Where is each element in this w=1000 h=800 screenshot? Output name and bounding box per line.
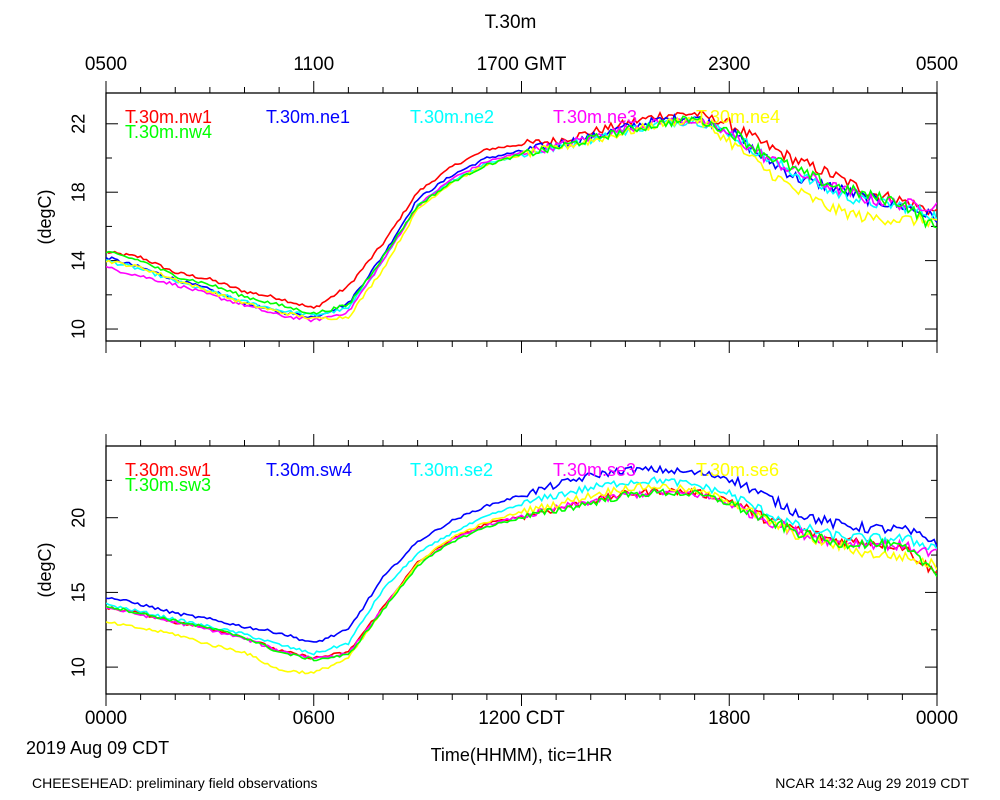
- top-tick-label: 1100: [293, 54, 334, 75]
- x-tick-label: 1200 CDT: [478, 708, 565, 729]
- top-tick-label: 0500: [916, 54, 958, 75]
- legend-entry: T.30m.ne3: [553, 107, 637, 127]
- x-tick-label: 0000: [85, 708, 127, 729]
- y-tick-label: 10: [69, 319, 89, 339]
- legend-entry: T.30m.ne2: [410, 107, 494, 127]
- legend-entry: T.30m.ne1: [266, 107, 350, 127]
- series-line-T-30m-se3: [106, 488, 937, 660]
- legend-entry: T.30m.se3: [553, 460, 636, 480]
- plot-frame-top: [105, 92, 938, 342]
- series-line-T-30m-ne2: [106, 116, 937, 317]
- legend-entry: T.30m.nw4: [125, 122, 212, 142]
- y-axis-label: (degC): [35, 189, 55, 244]
- series-line-T-30m-se2: [106, 476, 937, 656]
- top-tick-label: 1700 GMT: [477, 54, 567, 75]
- legend-entry: T.30m.se6: [696, 460, 779, 480]
- x-axis-label: Time(HHMM), tic=1HR: [430, 745, 613, 765]
- plot-frame-bottom: [105, 445, 938, 695]
- legend-entry: T.30m.nw1: [125, 107, 212, 127]
- x-tick-label: 1800: [708, 708, 750, 729]
- y-tick-label: 18: [69, 182, 89, 202]
- chart-title: T.30m: [484, 12, 537, 33]
- legend-entry: T.30m.ne4: [696, 107, 780, 127]
- legend-entry: T.30m.sw3: [125, 475, 211, 495]
- series-line-T-30m-sw4: [106, 464, 937, 643]
- y-tick-label: 14: [69, 251, 89, 271]
- series-line-T-30m-se6: [106, 482, 937, 675]
- series-line-T-30m-ne4: [106, 116, 937, 321]
- footer-left-note: CHEESEHEAD: preliminary field observatio…: [32, 775, 318, 791]
- series-line-T-30m-nw4: [106, 115, 937, 315]
- legend-entry: T.30m.se2: [410, 460, 493, 480]
- series-line-T-30m-nw1: [106, 110, 937, 310]
- legend-entry: T.30m.sw4: [266, 460, 352, 480]
- top-tick-label: 2300: [708, 54, 750, 75]
- top-tick-label: 0500: [85, 54, 127, 75]
- footer-right-note: NCAR 14:32 Aug 29 2019 CDT: [775, 775, 969, 791]
- y-axis-label: (degC): [35, 542, 55, 597]
- x-tick-label: 0000: [916, 708, 958, 729]
- series-line-T-30m-ne3: [106, 117, 937, 323]
- x-tick-label: 0600: [293, 708, 335, 729]
- y-tick-label: 20: [69, 508, 89, 528]
- legend-entry: T.30m.sw1: [125, 460, 211, 480]
- series-line-T-30m-sw3: [106, 488, 937, 662]
- date-label: 2019 Aug 09 CDT: [26, 738, 170, 758]
- series-line-T-30m-ne1: [106, 113, 937, 319]
- y-tick-label: 10: [69, 657, 89, 677]
- y-tick-label: 22: [69, 114, 89, 134]
- y-tick-label: 15: [69, 582, 89, 602]
